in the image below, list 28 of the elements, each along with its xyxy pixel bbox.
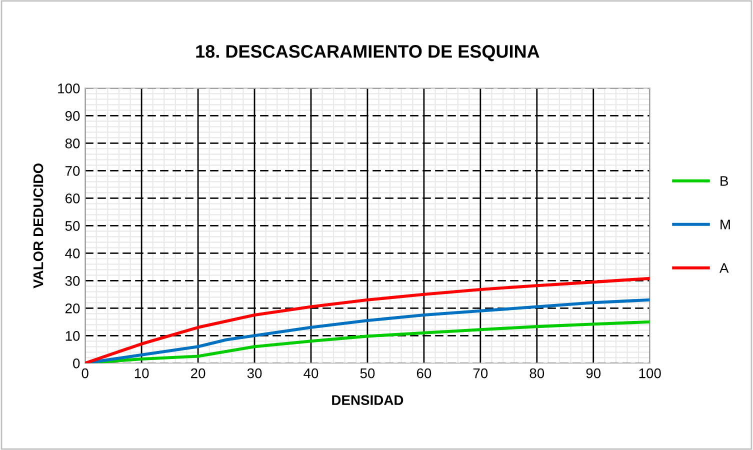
y-tick-label: 30 — [65, 276, 80, 286]
y-axis-title: VALOR DEDUCIDO — [33, 164, 44, 288]
legend-label: M — [720, 220, 730, 230]
x-tick-label: 10 — [134, 368, 149, 378]
x-tick-label: 70 — [473, 368, 488, 378]
y-tick-label: 90 — [65, 111, 80, 121]
x-tick-label: 40 — [304, 368, 318, 378]
x-tick-label: 20 — [191, 368, 206, 378]
y-tick-label: 20 — [65, 303, 80, 314]
legend-label: B — [720, 176, 728, 186]
y-tick-label: 70 — [65, 166, 80, 176]
x-tick-label: 80 — [530, 368, 544, 378]
x-tick-label: 60 — [416, 368, 432, 378]
x-tick-label: 30 — [247, 368, 262, 378]
x-tick-label: 50 — [360, 368, 375, 378]
y-tick-label: 80 — [65, 138, 80, 148]
x-axis-title: DENSIDAD — [332, 395, 404, 406]
y-tick-label: 50 — [65, 221, 80, 231]
y-tick-label: 100 — [58, 84, 80, 94]
y-tick-label: 10 — [66, 330, 80, 341]
x-tick-label: 100 — [639, 368, 661, 378]
x-tick-label: 0 — [82, 368, 88, 378]
legend-label: A — [719, 263, 729, 273]
y-tick-label: 60 — [65, 194, 80, 204]
chart-title: 18. DESCASCARAMIENTO DE ESQUINA — [196, 45, 540, 62]
y-tick-label: 0 — [73, 358, 80, 368]
y-tick-label: 40 — [65, 248, 80, 258]
x-tick-label: 90 — [586, 368, 601, 378]
